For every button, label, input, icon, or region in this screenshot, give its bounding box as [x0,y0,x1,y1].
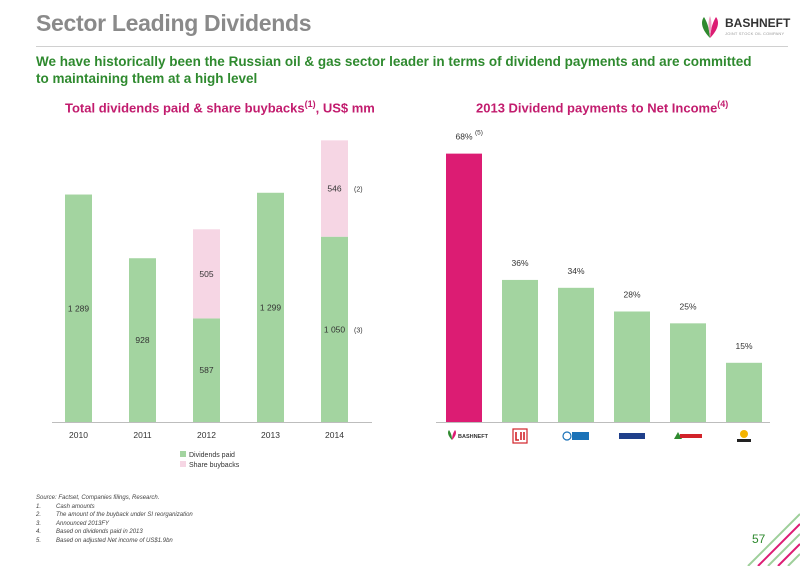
left-chart-title-text: Total dividends paid & share buybacks [65,100,305,116]
label-dividends-2010: 1 289 [68,303,90,313]
page-number: 57 [752,532,766,546]
footnote-4: 4. Based on dividends paid in 2013 [36,529,143,536]
header-divider [36,46,788,47]
value-label-bashneft: 68% [455,132,472,142]
company-logo-tatneft [674,432,702,439]
annotation-2014-0: (2) [354,187,363,194]
bashneft-logo: BASHNEFT JOINT STOCK OIL COMPANY [698,14,790,44]
logo-wordmark: BASHNEFT [725,16,791,30]
footnote-1: 1. Cash amounts [36,503,95,510]
logo-tagline: JOINT STOCK OIL COMPANY [725,31,785,36]
tick-2011: 2011 [133,430,152,440]
company-logo-lukoil [512,428,528,444]
tick-2014: 2014 [325,430,344,440]
bar-dividends-2013 [257,192,284,422]
bar-gazprom-neft [558,287,594,422]
bar-dividends-2011 [129,258,156,422]
legend-swatch-0 [180,451,186,457]
right-chart-title-text: 2013 Dividend payments to Net Income [476,100,718,116]
value-label-lukoil: 36% [511,258,528,268]
value-label-tatneft: 25% [679,301,696,311]
footnotes: Source: Factset, Companies filings, Rese… [36,494,193,546]
tick-2010: 2010 [69,430,88,440]
annotation-2014-1: (3) [354,327,363,334]
left-chart-title-units: , US$ mm [315,100,375,116]
legend-label-0: Dividends paid [189,452,235,459]
label-dividends-2011: 928 [135,335,149,345]
value-label-rosneft: 15% [735,341,752,351]
footnote-2: 2. The amount of the buyback under SI reo… [36,512,193,519]
label-dividends-2014: 1 050 [324,324,346,334]
company-logo-novatek [619,433,645,439]
label-buybacks-2014: 546 [327,184,341,194]
tick-2012: 2012 [197,430,216,440]
legend-swatch-1 [180,461,186,467]
label-dividends-2012: 587 [199,365,213,375]
tick-2013: 2013 [261,430,280,440]
label-buybacks-2012: 505 [199,269,213,279]
bar-dividends-2012 [193,318,220,422]
bar-lukoil [502,279,538,422]
svg-text:BASHNEFT: BASHNEFT [458,434,489,440]
value-label-novatek: 28% [623,289,640,299]
footnote-3: 3. Announced 2013FY [36,520,110,527]
bar-dividends-2014 [321,236,348,422]
label-dividends-2013: 1 299 [260,302,282,312]
bar-dividends-2010 [65,194,92,422]
left-chart-title: Total dividends paid & share buybacks(1)… [65,99,375,115]
footnote-5: 5. Based on adjusted Net income of US$1.9… [36,537,173,544]
bashneft-emblem-icon [702,16,718,38]
bar-buybacks-2014 [321,140,348,237]
company-logo-bashneft: BASHNEFT [448,430,489,440]
bar-novatek [614,311,650,422]
bar-bashneft [446,153,482,423]
right-annotation-0: (5) [475,130,483,137]
right-chart-title-footnote: (4) [717,99,729,109]
bar-rosneft [726,362,762,422]
left-chart-title-footnote: (1) [304,99,316,109]
source-note: Source: Factset, Companies filings, Rese… [36,495,160,501]
slide-subtitle: We have historically been the Russian oi… [36,54,752,86]
right-chart-title: 2013 Dividend payments to Net Income(4) [476,99,728,115]
value-label-gazprom-neft: 34% [567,266,584,276]
legend-label-1: Share buybacks [189,462,240,469]
payout-ratio-chart: 68% (5) BASHNEFT 36% 34% 28% 25% 15% [436,130,770,444]
slide-title: Sector Leading Dividends [36,10,312,36]
company-logo-rosneft [737,430,751,442]
bar-tatneft [670,323,706,422]
dividends-buybacks-chart: 1 289 2010 928 2011 587 505 2012 1 299 2013 1 050… [52,140,372,469]
company-logo-gazprom-neft [562,431,589,441]
bar-buybacks-2012 [193,229,220,319]
